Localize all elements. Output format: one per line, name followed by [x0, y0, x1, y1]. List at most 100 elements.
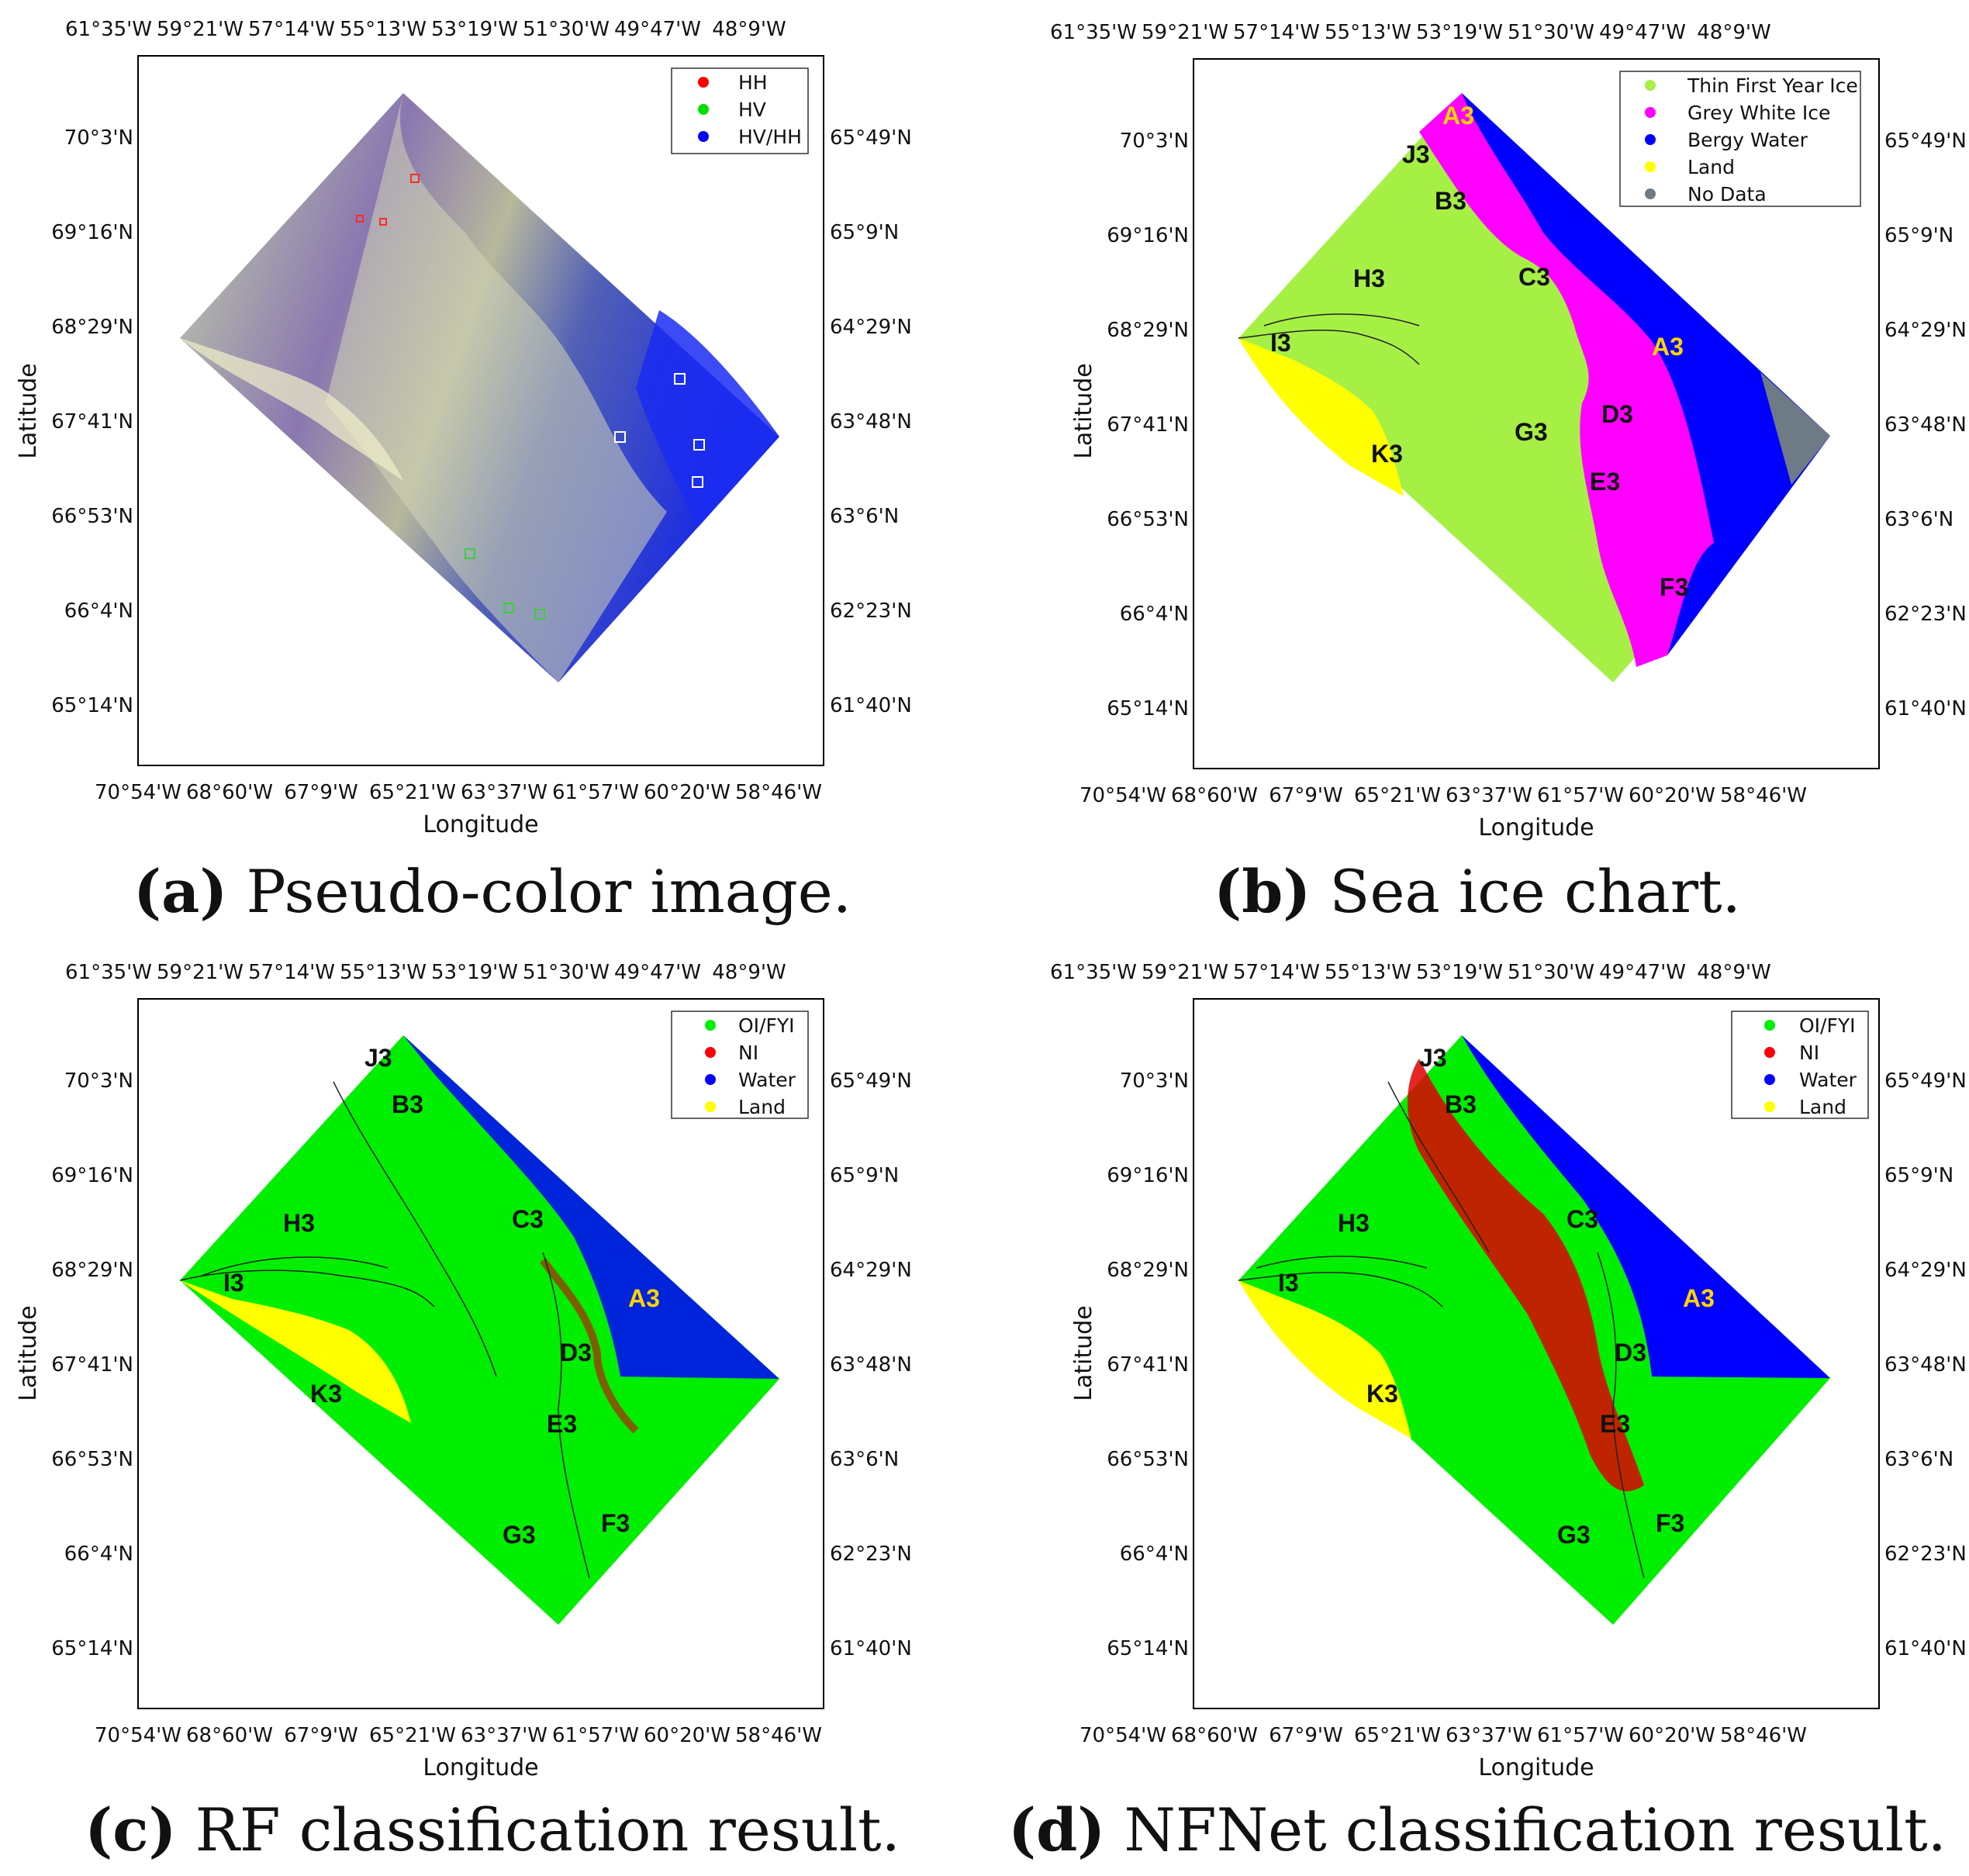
region-label: K3 — [1366, 1380, 1398, 1408]
bottom-tick: 61°57'W — [1537, 784, 1624, 807]
right-ticks: 65°49'N 65°9'N 64°29'N 63°48'N 63°6'N 62… — [830, 126, 912, 717]
legend-label: Water — [1799, 1069, 1857, 1091]
top-tick: 61°35'W — [1050, 21, 1137, 44]
left-tick: 69°16'N — [51, 221, 133, 244]
legend-box — [671, 1011, 809, 1119]
bottom-ticks: 70°54'W 68°60'W 67°9'W 65°21'W 63°37'W 6… — [95, 781, 822, 804]
left-tick: 65°14'N — [51, 694, 133, 717]
right-tick: 64°29'N — [1884, 1259, 1967, 1282]
left-tick: 66°4'N — [1120, 603, 1189, 626]
top-tick: 53°19'W — [1416, 961, 1503, 984]
region-label: A3 — [1652, 333, 1684, 361]
land-zone — [1238, 338, 1404, 496]
region-label: I3 — [1270, 329, 1291, 357]
x-axis-label: Longitude — [1478, 814, 1594, 841]
region-label: F3 — [601, 1509, 630, 1537]
left-tick: 66°53'N — [51, 505, 133, 528]
panel-a-map: 61°35'W 59°21'W 57°14'W 55°13'W 53°19'W … — [15, 18, 912, 838]
ice-texture — [326, 93, 667, 682]
top-ticks: 61°35'W 59°21'W 57°14'W 55°13'W 53°19'W … — [65, 961, 786, 984]
legend-label: Water — [738, 1069, 796, 1091]
caption-a: (a) Pseudo-color image. — [0, 857, 985, 926]
left-tick: 68°29'N — [51, 1259, 133, 1282]
region-label: G3 — [1515, 418, 1548, 446]
left-tick: 68°29'N — [51, 316, 133, 339]
hv-sample — [465, 548, 475, 559]
caption-b: (b) Sea ice chart. — [985, 857, 1969, 926]
legend-marker-thin-first-year-ice — [1645, 80, 1656, 91]
caption-text: Sea ice chart. — [1311, 857, 1741, 926]
bottom-tick: 58°46'W — [1720, 1724, 1807, 1747]
top-tick: 49°47'W — [1599, 21, 1686, 44]
panel-d: 61°35'W 59°21'W 57°14'W 55°13'W 53°19'W … — [985, 942, 1969, 1876]
region-label: D3 — [1601, 400, 1633, 428]
left-tick: 66°4'N — [1120, 1543, 1189, 1566]
top-tick: 61°35'W — [65, 18, 152, 41]
water-sample — [614, 431, 626, 443]
region-label: A3 — [1683, 1284, 1715, 1312]
right-tick: 65°9'N — [830, 1164, 899, 1187]
water-zone — [1462, 1035, 1830, 1378]
left-tick: 70°3'N — [64, 126, 133, 150]
top-tick: 49°47'W — [1599, 961, 1686, 984]
right-tick: 65°9'N — [830, 221, 899, 244]
region-label: B3 — [392, 1090, 423, 1118]
panel-a: 61°35'W 59°21'W 57°14'W 55°13'W 53°19'W … — [0, 0, 985, 942]
region-labels: A3 J3 B3 H3 C3 I3 A3 D3 G3 K3 E3 F3 — [1270, 102, 1688, 601]
top-tick: 55°13'W — [1325, 21, 1411, 44]
hh-sample — [379, 218, 387, 226]
right-tick: 62°23'N — [830, 1543, 912, 1566]
caption-text: RF classification result. — [176, 1795, 900, 1864]
legend-label: OI/FYI — [1799, 1014, 1856, 1037]
right-tick: 65°9'N — [1884, 1164, 1953, 1187]
left-tick: 68°29'N — [1107, 1259, 1189, 1282]
bottom-tick: 68°60'W — [186, 1724, 273, 1747]
legend-marker-land — [1645, 161, 1656, 172]
top-tick: 53°19'W — [431, 18, 518, 41]
panel-c: 61°35'W 59°21'W 57°14'W 55°13'W 53°19'W … — [0, 942, 985, 1876]
bottom-ticks: 70°54'W 68°60'W 67°9'W 65°21'W 63°37'W 6… — [95, 1724, 822, 1747]
legend-marker-water — [705, 1074, 716, 1085]
legend-label: HV/HH — [738, 126, 802, 148]
left-tick: 65°14'N — [1107, 697, 1189, 720]
region-label: C3 — [512, 1205, 544, 1233]
hh-sample — [356, 215, 364, 223]
bottom-tick: 61°57'W — [552, 1724, 639, 1747]
bottom-tick: 60°20'W — [1629, 784, 1715, 807]
legend-marker-hv — [698, 104, 709, 115]
bottom-tick: 58°46'W — [735, 1724, 822, 1747]
legend-marker-land — [705, 1101, 716, 1112]
land-zone — [1238, 1280, 1411, 1439]
land-zone — [180, 1280, 411, 1423]
top-tick: 59°21'W — [1142, 961, 1228, 984]
bottom-tick: 63°37'W — [461, 781, 548, 804]
bottom-tick: 65°21'W — [369, 1724, 456, 1747]
panel-d-map: 61°35'W 59°21'W 57°14'W 55°13'W 53°19'W … — [1050, 961, 1967, 1781]
legend-label: Land — [1799, 1096, 1846, 1118]
right-ticks: 65°49'N 65°9'N 64°29'N 63°48'N 63°6'N 62… — [830, 1069, 912, 1660]
bottom-tick: 67°9'W — [284, 781, 358, 804]
right-tick: 62°23'N — [830, 599, 912, 623]
right-tick: 61°40'N — [830, 1637, 912, 1660]
region-label: C3 — [1518, 263, 1550, 291]
left-tick: 68°29'N — [1107, 319, 1189, 342]
top-tick: 55°13'W — [1325, 961, 1411, 984]
bottom-tick: 70°54'W — [1079, 784, 1166, 807]
left-tick: 70°3'N — [1120, 1069, 1189, 1093]
legend-marker-bergy-water — [1645, 134, 1656, 145]
water-sample — [693, 439, 705, 451]
right-tick: 65°49'N — [1884, 1069, 1967, 1093]
region-label: H3 — [1353, 264, 1385, 292]
legend-marker-water — [1764, 1074, 1775, 1085]
top-tick: 51°30'W — [1508, 961, 1594, 984]
right-tick: 65°9'N — [1884, 224, 1953, 247]
legend-label: HH — [738, 71, 768, 94]
bottom-tick: 67°9'W — [1269, 784, 1342, 807]
left-ticks: 70°3'N 69°16'N 68°29'N 67°41'N 66°53'N 6… — [1107, 1069, 1189, 1660]
region-label: H3 — [1338, 1209, 1370, 1237]
region-labels: J3 B3 H3 C3 I3 A3 D3 K3 E3 G3 F3 — [1278, 1044, 1715, 1549]
no-data-zone — [1760, 372, 1830, 485]
left-tick: 69°16'N — [1107, 1164, 1189, 1187]
right-tick: 62°23'N — [1884, 1543, 1967, 1566]
bottom-tick: 67°9'W — [284, 1724, 358, 1747]
